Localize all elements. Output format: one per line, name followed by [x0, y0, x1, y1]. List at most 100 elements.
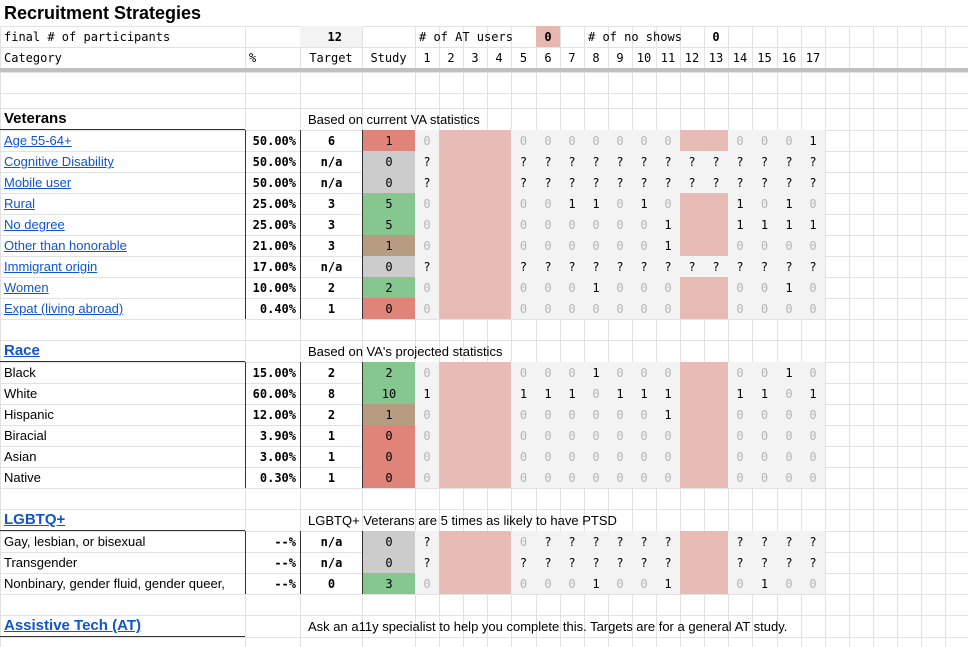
- section-title[interactable]: LGBTQ+: [0, 509, 245, 531]
- session-cell: 0: [536, 235, 560, 256]
- session-cell: [704, 531, 728, 552]
- at-users-count: 0: [536, 26, 560, 47]
- session-cell: [704, 467, 728, 488]
- session-cell: ?: [560, 531, 584, 552]
- session-cell: [487, 531, 511, 552]
- grid-line: [849, 26, 850, 647]
- percent: 25.00%: [245, 214, 300, 235]
- session-cell: 0: [728, 425, 752, 446]
- study: 0: [362, 298, 415, 319]
- category: Asian: [4, 449, 37, 464]
- session-cell: ?: [584, 531, 608, 552]
- target: 1: [300, 446, 362, 467]
- study: 0: [362, 151, 415, 172]
- target: n/a: [300, 172, 362, 193]
- session-cell: ?: [752, 552, 777, 573]
- category[interactable]: Women: [4, 280, 49, 295]
- study: 1: [362, 130, 415, 151]
- category[interactable]: Rural: [4, 196, 36, 211]
- category[interactable]: Mobile user: [4, 175, 72, 190]
- session-cell: 0: [584, 235, 608, 256]
- grid-line: [945, 26, 946, 647]
- grid-line: [897, 26, 898, 647]
- category[interactable]: Other than honorable: [4, 238, 127, 253]
- session-cell: ?: [632, 531, 656, 552]
- session-cell: [463, 531, 487, 552]
- session-cell: 0: [536, 446, 560, 467]
- header-session: 11: [660, 50, 676, 65]
- category[interactable]: Expat (living abroad): [4, 301, 124, 316]
- session-cell: 0: [608, 214, 632, 235]
- session-cell: [487, 362, 511, 383]
- session-cell: 0: [656, 193, 680, 214]
- session-cell: [487, 172, 511, 193]
- header-session: 15: [757, 50, 772, 65]
- session-cell: 0: [777, 298, 801, 319]
- study: 2: [362, 277, 415, 298]
- header-session: 5: [519, 50, 528, 65]
- session-cell: 0: [560, 277, 584, 298]
- grid-line: [362, 26, 363, 647]
- session-cell: [680, 404, 704, 425]
- session-cell: 0: [608, 446, 632, 467]
- session-cell: 0: [584, 467, 608, 488]
- session-cell: 0: [536, 277, 560, 298]
- session-cell: 1: [752, 383, 777, 404]
- category[interactable]: Age 55-64+: [4, 133, 72, 148]
- section-title[interactable]: Race: [0, 340, 245, 362]
- session-cell: ?: [608, 256, 632, 277]
- session-cell: 0: [560, 404, 584, 425]
- grid-line: [680, 26, 681, 647]
- target: n/a: [300, 552, 362, 573]
- category[interactable]: Cognitive Disability: [4, 154, 114, 169]
- session-cell: [439, 214, 463, 235]
- session-cell: 0: [511, 277, 536, 298]
- session-cell: 0: [752, 425, 777, 446]
- session-cell: ?: [415, 531, 439, 552]
- session-cell: [680, 573, 704, 594]
- grid-line: [439, 26, 440, 647]
- session-cell: 0: [511, 362, 536, 383]
- session-cell: 0: [801, 404, 825, 425]
- session-cell: [680, 446, 704, 467]
- session-cell: 1: [608, 383, 632, 404]
- session-cell: 0: [801, 573, 825, 594]
- session-cell: ?: [680, 256, 704, 277]
- session-cell: [680, 277, 704, 298]
- session-cell: ?: [560, 172, 584, 193]
- session-cell: 0: [608, 404, 632, 425]
- session-cell: 0: [415, 362, 439, 383]
- category[interactable]: Immigrant origin: [4, 259, 98, 274]
- session-cell: [704, 573, 728, 594]
- session-cell: 0: [632, 298, 656, 319]
- grid-line: [0, 26, 968, 27]
- session-cell: 0: [728, 277, 752, 298]
- header-session: 10: [636, 50, 652, 65]
- session-cell: 0: [560, 130, 584, 151]
- session-cell: ?: [511, 552, 536, 573]
- grid-line: [0, 319, 968, 320]
- session-cell: [704, 298, 728, 319]
- category: Transgender: [4, 555, 78, 570]
- session-cell: ?: [752, 172, 777, 193]
- percent: --%: [245, 531, 300, 552]
- session-cell: [463, 573, 487, 594]
- header-session: 9: [616, 50, 624, 65]
- section-title[interactable]: Assistive Tech (AT): [0, 615, 245, 637]
- session-cell: [487, 573, 511, 594]
- session-cell: 1: [777, 362, 801, 383]
- grid-line: [656, 26, 657, 647]
- session-cell: [439, 235, 463, 256]
- session-cell: ?: [511, 256, 536, 277]
- session-cell: ?: [584, 552, 608, 573]
- session-cell: 0: [632, 573, 656, 594]
- session-cell: [463, 256, 487, 277]
- session-cell: [704, 130, 728, 151]
- summary-label: final # of participants: [4, 29, 171, 44]
- session-cell: [439, 362, 463, 383]
- grid-line: [0, 93, 968, 94]
- category[interactable]: No degree: [4, 217, 65, 232]
- session-cell: 0: [584, 383, 608, 404]
- grid-line: [0, 72, 968, 73]
- category: Gay, lesbian, or bisexual: [4, 534, 146, 549]
